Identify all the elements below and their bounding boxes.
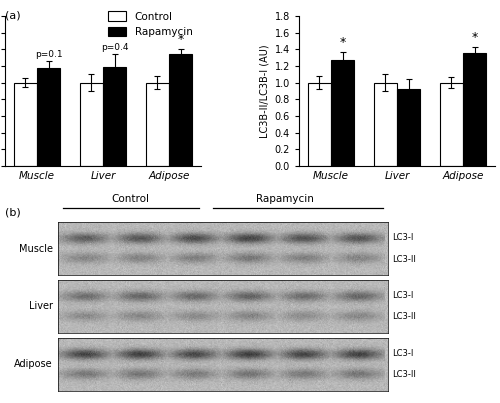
Text: Rapamycin: Rapamycin	[256, 194, 314, 204]
Bar	[146, 83, 169, 166]
Text: p=0.1: p=0.1	[34, 50, 62, 58]
Text: *: *	[340, 36, 345, 50]
Bar	[80, 83, 103, 166]
Text: LC3-I: LC3-I	[392, 233, 414, 243]
Bar	[331, 60, 354, 166]
Text: LC3-I: LC3-I	[392, 349, 414, 358]
Text: Adipose: Adipose	[14, 359, 52, 369]
Text: *: *	[178, 33, 184, 46]
Y-axis label: LC3B-II/LC3B-I (AU): LC3B-II/LC3B-I (AU)	[259, 44, 269, 138]
Legend: Control, Rapamycin: Control, Rapamycin	[104, 7, 196, 41]
Text: Liver: Liver	[28, 301, 52, 311]
Text: LC3-II: LC3-II	[392, 312, 416, 321]
Bar	[374, 83, 397, 166]
Bar	[169, 54, 192, 166]
Bar	[14, 83, 37, 166]
Text: Control: Control	[111, 194, 149, 204]
Text: LC3-I: LC3-I	[392, 291, 414, 300]
Text: LC3-II: LC3-II	[392, 255, 416, 264]
Bar	[103, 67, 126, 166]
Text: (b): (b)	[5, 208, 21, 218]
Bar	[463, 53, 486, 166]
Text: p=0.4: p=0.4	[101, 43, 128, 52]
Bar	[37, 68, 60, 166]
Bar	[397, 89, 420, 166]
Bar	[440, 83, 463, 166]
Text: LC3-II: LC3-II	[392, 370, 416, 379]
Text: (a): (a)	[5, 10, 20, 20]
Bar	[308, 83, 331, 166]
Text: *: *	[472, 31, 478, 44]
Text: Muscle: Muscle	[18, 243, 52, 253]
